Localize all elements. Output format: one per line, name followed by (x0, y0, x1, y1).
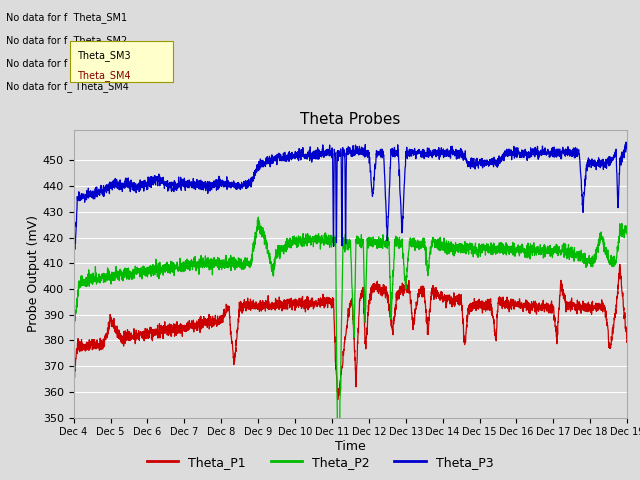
Text: No data for f  Theta_SM2: No data for f Theta_SM2 (6, 35, 127, 46)
Text: No data for f_ Theta_SM4: No data for f_ Theta_SM4 (6, 81, 129, 92)
Text: No data for f  Theta_SM3: No data for f Theta_SM3 (6, 58, 127, 69)
Legend: Theta_P1, Theta_P2, Theta_P3: Theta_P1, Theta_P2, Theta_P3 (141, 451, 499, 474)
Text: Theta_SM4: Theta_SM4 (77, 70, 131, 81)
Y-axis label: Probe Output (mV): Probe Output (mV) (27, 215, 40, 332)
Text: No data for f  Theta_SM1: No data for f Theta_SM1 (6, 12, 127, 23)
X-axis label: Time: Time (335, 440, 366, 453)
Title: Theta Probes: Theta Probes (300, 112, 401, 127)
Text: Theta_SM3: Theta_SM3 (77, 50, 131, 61)
